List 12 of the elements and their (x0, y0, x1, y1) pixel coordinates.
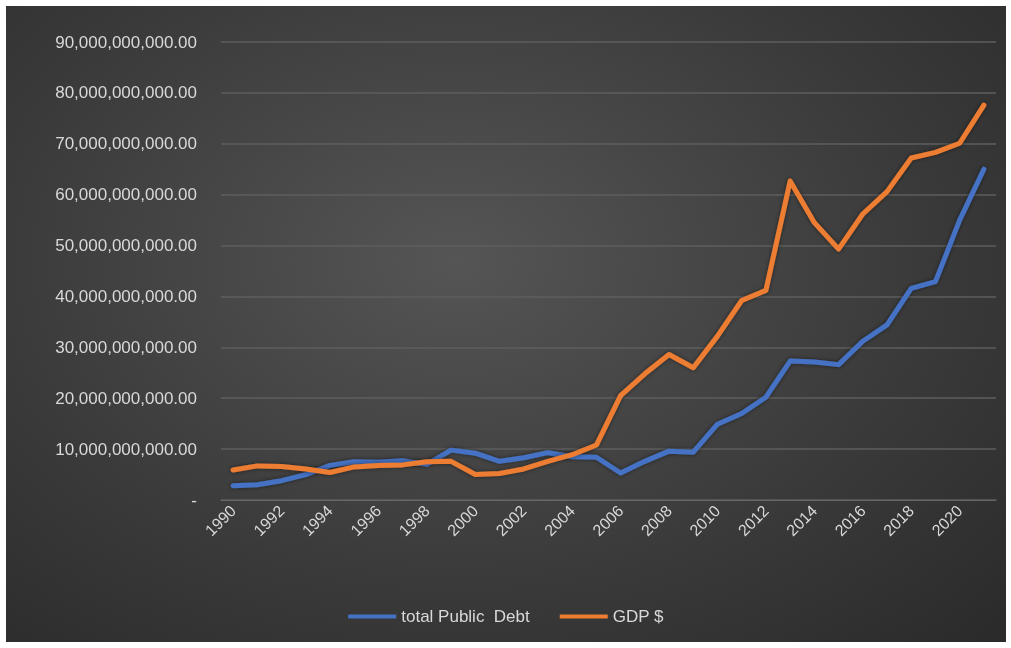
y-tick-label: 40,000,000,000.00 (55, 286, 197, 306)
y-tick-label: 30,000,000,000.00 (55, 337, 197, 357)
legend-label: total Public Debt (401, 607, 531, 626)
y-tick-label: 50,000,000,000.00 (55, 236, 197, 256)
y-tick-label: 20,000,000,000.00 (55, 388, 197, 408)
y-tick-label: 80,000,000,000.00 (55, 83, 197, 103)
y-tick-label: 60,000,000,000.00 (55, 185, 197, 205)
y-tick-label: 90,000,000,000.00 (55, 32, 197, 52)
y-tick-label: 70,000,000,000.00 (55, 134, 197, 154)
y-tick-label: 10,000,000,000.00 (55, 439, 197, 459)
legend-label: GDP $ (612, 607, 664, 626)
y-tick-label: - (191, 490, 197, 510)
